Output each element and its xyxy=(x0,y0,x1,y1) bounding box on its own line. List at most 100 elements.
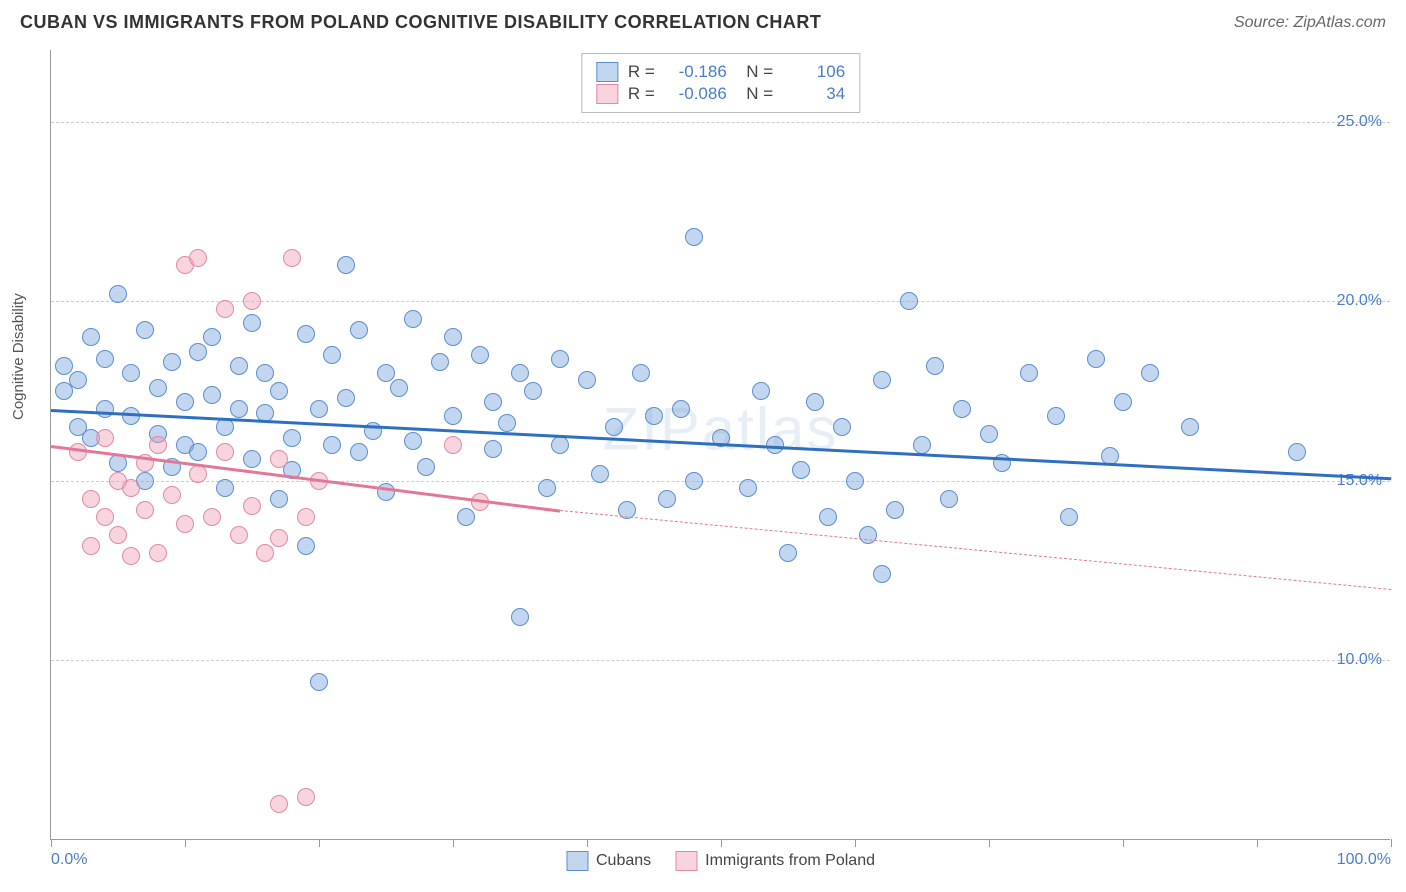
series-legend-item: Cubans xyxy=(566,851,651,871)
data-point xyxy=(337,389,355,407)
y-tick-label: 20.0% xyxy=(1337,292,1382,310)
x-tick xyxy=(1123,839,1124,847)
data-point xyxy=(203,386,221,404)
grid-line xyxy=(51,660,1390,661)
data-point xyxy=(189,249,207,267)
data-point xyxy=(672,400,690,418)
data-point xyxy=(417,458,435,476)
data-point xyxy=(645,407,663,425)
data-point xyxy=(538,479,556,497)
x-tick xyxy=(989,839,990,847)
data-point xyxy=(685,228,703,246)
data-point xyxy=(55,357,73,375)
data-point xyxy=(404,432,422,450)
legend-row: R =-0.086 N =34 xyxy=(596,84,845,104)
data-point xyxy=(96,350,114,368)
data-point xyxy=(230,357,248,375)
data-point xyxy=(444,328,462,346)
data-point xyxy=(82,328,100,346)
legend-r-label: R = xyxy=(628,84,655,104)
data-point xyxy=(1020,364,1038,382)
data-point xyxy=(82,537,100,555)
data-point xyxy=(297,788,315,806)
data-point xyxy=(122,547,140,565)
data-point xyxy=(297,508,315,526)
data-point xyxy=(1087,350,1105,368)
data-point xyxy=(1047,407,1065,425)
data-point xyxy=(444,436,462,454)
grid-line xyxy=(51,481,1390,482)
data-point xyxy=(69,371,87,389)
series-legend-item: Immigrants from Poland xyxy=(675,851,875,871)
data-point xyxy=(779,544,797,562)
x-tick xyxy=(855,839,856,847)
data-point xyxy=(216,443,234,461)
data-point xyxy=(337,256,355,274)
series-legend: Cubans Immigrants from Poland xyxy=(566,851,875,871)
x-tick xyxy=(185,839,186,847)
data-point xyxy=(484,393,502,411)
scatter-chart: ZIPatlas R =-0.186 N =106R =-0.086 N =34… xyxy=(50,50,1390,840)
data-point xyxy=(1060,508,1078,526)
data-point xyxy=(122,479,140,497)
data-point xyxy=(792,461,810,479)
data-point xyxy=(739,479,757,497)
data-point xyxy=(605,418,623,436)
data-point xyxy=(297,537,315,555)
x-tick-label: 0.0% xyxy=(51,851,87,869)
data-point xyxy=(551,350,569,368)
data-point xyxy=(350,321,368,339)
data-point xyxy=(96,508,114,526)
data-point xyxy=(444,407,462,425)
data-point xyxy=(846,472,864,490)
data-point xyxy=(283,249,301,267)
data-point xyxy=(149,379,167,397)
grid-line xyxy=(51,122,1390,123)
data-point xyxy=(96,400,114,418)
data-point xyxy=(176,515,194,533)
data-point xyxy=(256,364,274,382)
data-point xyxy=(859,526,877,544)
legend-swatch xyxy=(675,851,697,871)
data-point xyxy=(551,436,569,454)
chart-title: CUBAN VS IMMIGRANTS FROM POLAND COGNITIV… xyxy=(20,12,821,33)
data-point xyxy=(1141,364,1159,382)
x-tick xyxy=(587,839,588,847)
data-point xyxy=(270,795,288,813)
data-point xyxy=(243,314,261,332)
legend-swatch xyxy=(566,851,588,871)
data-point xyxy=(819,508,837,526)
data-point xyxy=(136,321,154,339)
x-tick xyxy=(51,839,52,847)
data-point xyxy=(953,400,971,418)
data-point xyxy=(270,450,288,468)
data-point xyxy=(163,353,181,371)
data-point xyxy=(176,393,194,411)
data-point xyxy=(283,429,301,447)
data-point xyxy=(216,300,234,318)
data-point xyxy=(873,565,891,583)
data-point xyxy=(122,364,140,382)
legend-r-value: -0.186 xyxy=(665,62,727,82)
data-point xyxy=(377,364,395,382)
y-tick-label: 25.0% xyxy=(1337,113,1382,131)
data-point xyxy=(216,479,234,497)
legend-n-value: 106 xyxy=(783,62,845,82)
data-point xyxy=(230,526,248,544)
data-point xyxy=(350,443,368,461)
data-point xyxy=(323,346,341,364)
data-point xyxy=(243,292,261,310)
data-point xyxy=(203,508,221,526)
data-point xyxy=(591,465,609,483)
data-point xyxy=(524,382,542,400)
data-point xyxy=(457,508,475,526)
data-point xyxy=(230,400,248,418)
data-point xyxy=(873,371,891,389)
data-point xyxy=(658,490,676,508)
data-point xyxy=(149,436,167,454)
data-point xyxy=(323,436,341,454)
data-point xyxy=(940,490,958,508)
data-point xyxy=(632,364,650,382)
x-tick-label: 100.0% xyxy=(1337,851,1391,869)
data-point xyxy=(390,379,408,397)
